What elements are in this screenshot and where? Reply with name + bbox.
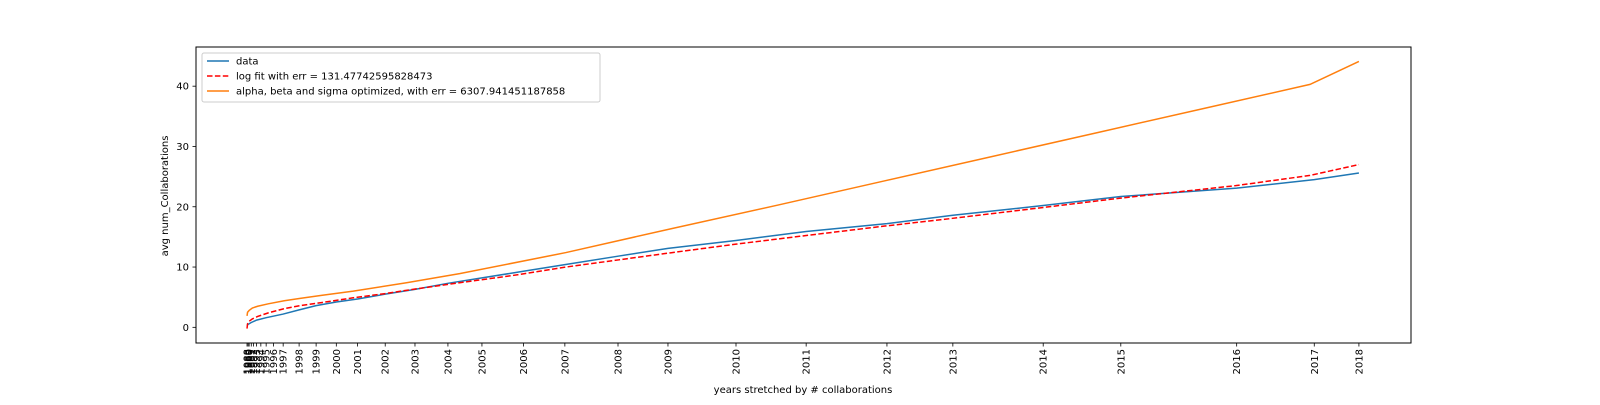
y-tick-label-3: 30 [176, 142, 189, 153]
x-axis: 1988198919901991199219931994199519961997… [243, 343, 1365, 374]
x-tick-label-23: 2011 [802, 349, 813, 374]
legend: data log fit with err = 131.4774259582847… [201, 52, 601, 103]
x-tick-label-16: 2004 [443, 349, 454, 374]
x-tick-label-3: 1991 [247, 349, 258, 374]
legend-label-0: data [236, 57, 259, 68]
x-tick-label-18: 2006 [519, 349, 530, 374]
x-tick-label-27: 2015 [1116, 349, 1127, 374]
series-line-2 [246, 60, 1360, 316]
series-line-0 [246, 172, 1360, 327]
x-tick-label-4: 1992 [249, 349, 260, 374]
y-tick-label-2: 20 [176, 202, 189, 213]
x-tick-label-1: 1989 [244, 349, 255, 374]
legend-label-2: alpha, beta and sigma optimized, with er… [236, 87, 565, 98]
chart-marks [246, 60, 1360, 329]
x-tick-label-29: 2017 [1310, 349, 1321, 374]
y-tick-label-4: 40 [176, 82, 189, 93]
x-tick-label-13: 2001 [353, 349, 364, 374]
x-tick-label-12: 2000 [332, 349, 343, 374]
legend-box [201, 52, 601, 103]
x-tick-label-25: 2013 [948, 349, 959, 374]
x-tick-label-30: 2018 [1354, 349, 1365, 374]
series-line-1 [246, 163, 1360, 329]
x-tick-label-26: 2014 [1039, 349, 1050, 374]
x-tick-label-6: 1994 [256, 349, 267, 374]
legend-label-1: log fit with err = 131.47742595828473 [236, 72, 433, 83]
x-tick-label-15: 2003 [410, 349, 421, 374]
y-axis-label: avg num_Collaborations [160, 136, 171, 257]
x-tick-label-22: 2010 [732, 349, 743, 374]
x-tick-label-8: 1996 [269, 349, 280, 374]
y-axis: 0 10 20 30 40 [176, 82, 196, 334]
x-tick-label-14: 2002 [381, 349, 392, 374]
x-axis-label: years stretched by # collaborations [714, 385, 893, 396]
x-tick-label-17: 2005 [477, 349, 488, 374]
x-tick-label-0: 1988 [243, 349, 254, 374]
x-tick-label-11: 1999 [312, 349, 323, 374]
y-tick-label-1: 10 [176, 263, 189, 274]
x-tick-label-28: 2016 [1232, 349, 1243, 374]
x-tick-label-20: 2008 [614, 349, 625, 374]
y-tick-label-0: 0 [183, 323, 189, 334]
x-tick-label-2: 1990 [245, 349, 256, 374]
plot-frame [195, 46, 1412, 344]
x-tick-label-5: 1993 [252, 349, 263, 374]
x-tick-label-9: 1997 [279, 349, 290, 374]
x-tick-label-24: 2012 [882, 349, 893, 374]
x-tick-label-19: 2007 [560, 349, 571, 374]
x-tick-label-10: 1998 [295, 349, 306, 374]
x-tick-label-21: 2009 [663, 349, 674, 374]
x-tick-label-7: 1995 [262, 349, 273, 374]
